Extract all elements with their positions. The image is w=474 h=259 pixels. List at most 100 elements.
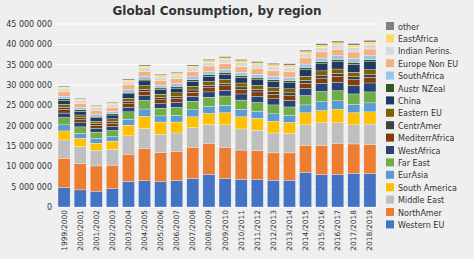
grid-line	[56, 146, 378, 147]
bar-segment	[332, 143, 344, 174]
bar-segment	[267, 80, 279, 82]
bar-segment	[316, 71, 328, 75]
bar-segment	[316, 78, 328, 83]
bar-segment	[251, 150, 263, 179]
bars	[58, 40, 376, 207]
bar-segment	[316, 45, 328, 47]
bar-segment	[139, 68, 151, 71]
bar-segment	[203, 61, 215, 63]
legend-swatch	[386, 208, 394, 216]
bar-segment	[219, 96, 231, 105]
bar-segment	[155, 75, 167, 77]
bar-segment	[90, 118, 102, 122]
bar-segment	[187, 117, 199, 128]
grid-line	[56, 125, 378, 126]
bar-segment	[364, 42, 376, 44]
bar-segment	[106, 189, 118, 207]
x-tick-label: 2003/2004	[124, 210, 133, 251]
y-axis: 05 000 00010 000 00015 000 00020 000 000…	[6, 20, 52, 212]
bar-segment	[348, 43, 360, 45]
bar-segment	[219, 57, 231, 58]
bar-segment	[267, 82, 279, 88]
bar-segment	[74, 190, 86, 207]
bar-segment	[90, 191, 102, 207]
bar-segment	[122, 85, 134, 90]
bar-segment	[171, 99, 183, 103]
bar-segment	[58, 104, 70, 107]
bar-segment	[267, 76, 279, 79]
bar-segment	[58, 125, 70, 131]
bar-segment	[139, 89, 151, 91]
y-tick-label: 15 000 000	[6, 142, 52, 151]
bar-segment	[90, 125, 102, 128]
bar-segment	[316, 111, 328, 123]
y-tick-label: 5 000 000	[11, 183, 52, 192]
bar-segment	[251, 96, 263, 102]
bar-segment	[283, 122, 295, 133]
bar-segment	[267, 92, 279, 95]
x-tick-label: 2000/2001	[76, 210, 85, 251]
bar-segment	[283, 96, 295, 101]
legend-label: Europe Non EU	[398, 60, 458, 69]
bar-segment	[139, 65, 151, 66]
bar-segment	[139, 71, 151, 76]
x-tick-label: 1999/2000	[60, 210, 69, 251]
y-tick-label: 10 000 000	[6, 162, 52, 171]
bar-segment	[219, 147, 231, 178]
bar-segment	[122, 112, 134, 119]
x-tick-label: 2006/2007	[172, 210, 181, 251]
bar-segment	[203, 97, 215, 106]
bar-segment	[316, 123, 328, 145]
legend-label: Far East	[398, 159, 430, 168]
bar-segment	[203, 124, 215, 143]
bar-segment	[106, 119, 118, 122]
bar-segment	[332, 49, 344, 55]
bar-segment	[364, 77, 376, 83]
bar-segment	[283, 81, 295, 83]
x-tick-label: 2001/2002	[92, 210, 101, 251]
bar-segment	[219, 125, 231, 147]
bar-segment	[171, 73, 183, 75]
bar-segment	[139, 129, 151, 149]
bar-segment	[332, 69, 344, 73]
bar-segment	[122, 98, 134, 101]
bar-segment	[58, 89, 70, 92]
bar-segment	[300, 113, 312, 125]
grid-line	[56, 44, 378, 45]
bar-segment	[235, 83, 247, 87]
chart-container: Global Consumption, by region05 000 0001…	[0, 0, 474, 259]
x-tick-label: 2012/2013	[269, 210, 278, 251]
bar-segment	[74, 101, 86, 104]
bar-segment	[267, 67, 279, 71]
bar-segment	[203, 174, 215, 207]
bar-segment	[203, 85, 215, 87]
bar-segment	[235, 94, 247, 100]
bar-segment	[187, 101, 199, 110]
bar-segment	[348, 113, 360, 125]
legend-label: China	[398, 97, 421, 106]
bar-segment	[348, 94, 360, 105]
bar-segment	[155, 90, 167, 95]
bar-segment	[203, 72, 215, 75]
bar-segment	[187, 77, 199, 80]
bar-segment	[332, 82, 344, 91]
bar-segment	[122, 90, 134, 93]
bar-segment	[300, 88, 312, 95]
bar-segment	[171, 181, 183, 207]
bar-segment	[283, 67, 295, 71]
bar-segment	[58, 113, 70, 117]
bar-segment	[90, 116, 102, 117]
bar-segment	[74, 138, 86, 146]
bar-segment	[283, 180, 295, 207]
bar-segment	[300, 52, 312, 54]
bar-segment	[267, 88, 279, 92]
bar-segment	[219, 64, 231, 70]
bar-segment	[235, 100, 247, 109]
bar-segment	[283, 100, 295, 107]
bar-segment	[332, 56, 344, 60]
bar-segment	[267, 63, 279, 64]
legend-swatch	[386, 84, 394, 92]
bar-segment	[106, 103, 118, 104]
bar-segment	[300, 83, 312, 88]
bar-segment	[58, 96, 70, 99]
